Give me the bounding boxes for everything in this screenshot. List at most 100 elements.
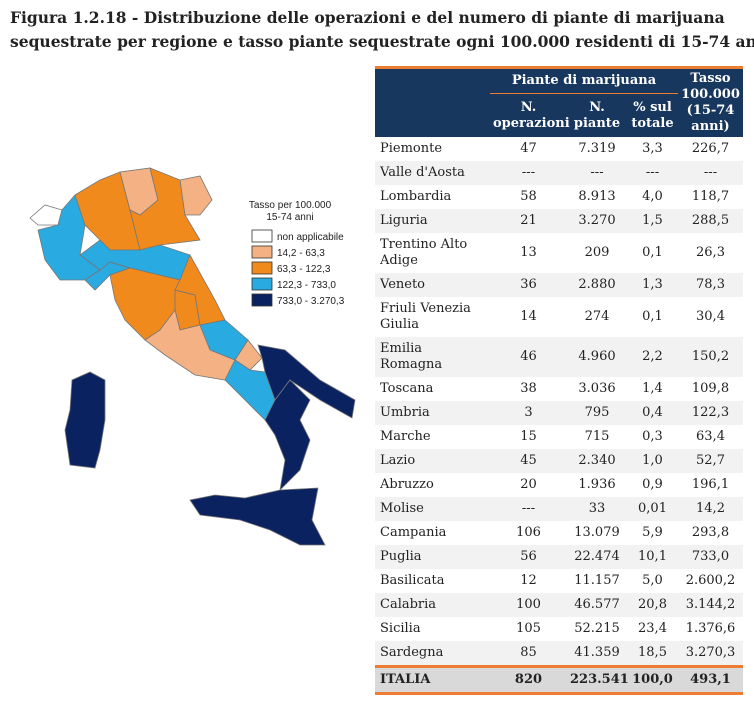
table-row: Puglia 56 22.474 10,1 733,0 <box>375 545 743 569</box>
value-cell: 46.577 <box>567 593 627 617</box>
value-cell: 0,01 <box>627 497 678 521</box>
value-cell: 26,3 <box>696 245 725 260</box>
value-cell: 58 <box>520 189 537 204</box>
region-cell: Sardegna <box>375 641 490 667</box>
value-cell: 18,5 <box>627 641 678 667</box>
value-cell: 13.079 <box>574 525 620 540</box>
region-cell: Puglia <box>375 545 490 569</box>
region-cell: Piemonte <box>380 141 443 156</box>
value-cell: 1,3 <box>627 273 678 297</box>
value-cell: 0,9 <box>642 477 663 492</box>
region-cell: Friuli Venezia Giulia <box>380 301 471 332</box>
value-cell: 715 <box>584 429 610 444</box>
table-row: Basilicata 12 11.157 5,0 2.600,2 <box>375 569 743 593</box>
value-cell: 109,8 <box>691 381 730 396</box>
sardegna <box>64 371 106 469</box>
value-cell: 150,2 <box>678 337 743 377</box>
region-cell: Liguria <box>375 209 490 233</box>
value-cell: 4,0 <box>642 189 663 204</box>
table-row: Sicilia 105 52.215 23,4 1.376,6 <box>375 617 743 641</box>
basilicata-calabria <box>264 379 311 492</box>
header-cell <box>375 66 490 137</box>
value-cell: 11.157 <box>574 573 620 588</box>
legend-title: Tasso per 100.000 <box>249 200 332 211</box>
value-cell: 15 <box>520 429 537 444</box>
legend-title: 15-74 anni <box>266 212 313 223</box>
legend-label: 733,0 - 3.270,3 <box>277 296 345 307</box>
value-cell: 733,0 <box>678 545 743 569</box>
region-cell: Veneto <box>375 273 490 297</box>
value-cell: 8.913 <box>578 189 616 204</box>
value-cell: --- <box>627 161 678 185</box>
map: Tasso per 100.000 15-74 anni non applica… <box>29 167 356 546</box>
legend-swatch <box>251 261 273 275</box>
header-cell: N. piante <box>567 93 627 137</box>
header-group: Piante di marijuana <box>490 65 678 95</box>
value-cell: 14 <box>520 309 537 324</box>
value-cell: 820 <box>490 665 567 695</box>
header-cell: N. operazioni <box>490 93 570 137</box>
table-row: Emilia Romagna 46 4.960 2,2 150,2 <box>375 337 743 377</box>
legend-label: 63,3 - 122,3 <box>277 264 331 275</box>
value-cell: 41.359 <box>567 641 627 667</box>
table-total: ITALIA 820 223.541 100,0 493,1 <box>375 665 743 695</box>
value-cell: 5,0 <box>642 573 663 588</box>
sicilia <box>189 487 326 546</box>
value-cell: 22.474 <box>567 545 627 569</box>
value-cell: 209 <box>584 245 610 260</box>
legend-label: 122,3 - 733,0 <box>277 280 336 291</box>
value-cell: 63,4 <box>696 429 725 444</box>
value-cell: 12 <box>520 573 537 588</box>
table-row: Umbria 3 795 0,4 122,3 <box>375 401 743 425</box>
value-cell: 2.340 <box>567 449 627 473</box>
value-cell: 2,2 <box>627 337 678 377</box>
value-cell: 2.880 <box>567 273 627 297</box>
value-cell: 0,1 <box>642 245 663 260</box>
value-cell: 223.541 <box>567 665 629 695</box>
legend-swatch <box>251 245 273 259</box>
value-cell: 3.036 <box>578 381 616 396</box>
value-cell: 3 <box>490 401 567 425</box>
value-cell: 105 <box>516 621 541 636</box>
value-cell: 274 <box>584 309 610 324</box>
table-row: Sardegna 85 41.359 18,5 3.270,3 <box>375 641 743 667</box>
value-cell: 14,2 <box>678 497 743 521</box>
value-cell: 13 <box>520 245 537 260</box>
regions <box>29 167 356 546</box>
table-row: Toscana 38 3.036 1,4 109,8 <box>375 377 743 401</box>
table-row: Liguria 21 3.270 1,5 288,5 <box>375 209 743 233</box>
table-row: Lombardia 58 8.913 4,0 118,7 <box>375 185 743 209</box>
value-cell: 52.215 <box>574 621 620 636</box>
region-cell: Valle d'Aosta <box>375 161 490 185</box>
value-cell: 3.270,3 <box>678 641 743 667</box>
title-line: Figura 1.2.18 - Distribuzione delle oper… <box>10 8 725 27</box>
table-row: ITALIA 820 223.541 100,0 493,1 <box>375 665 743 695</box>
region-cell: Emilia Romagna <box>375 337 490 377</box>
region-cell: Abruzzo <box>380 477 434 492</box>
region-cell: ITALIA <box>375 665 490 695</box>
value-cell: 1,4 <box>642 381 663 396</box>
region-cell: Sicilia <box>380 621 421 636</box>
region-cell: Marche <box>380 429 431 444</box>
value-cell: 56 <box>490 545 567 569</box>
value-cell: 1,0 <box>627 449 678 473</box>
value-cell: 21 <box>490 209 567 233</box>
value-cell: 1.376,6 <box>685 621 736 636</box>
region-cell: Campania <box>380 525 447 540</box>
value-cell: 0,4 <box>627 401 678 425</box>
value-cell: --- <box>490 161 567 185</box>
table-row: Campania 106 13.079 5,9 293,8 <box>375 521 743 545</box>
value-cell: 30,4 <box>696 309 725 324</box>
title-line: sequestrate per regione e tasso piante s… <box>10 32 754 51</box>
legend-swatch <box>251 277 273 291</box>
region-cell: Lazio <box>375 449 490 473</box>
table-body: Piemonte 47 7.319 3,3 226,7 Valle d'Aosta --- -… <box>375 137 743 667</box>
legend-label: 14,2 - 63,3 <box>277 248 325 259</box>
legend-swatch <box>251 293 273 307</box>
value-cell: 0,3 <box>642 429 663 444</box>
value-cell: 118,7 <box>691 189 730 204</box>
value-cell: 38 <box>520 381 537 396</box>
puglia <box>257 344 356 419</box>
value-cell: 23,4 <box>638 621 667 636</box>
header-cell: Tasso 100.000 (15-74 anni) <box>678 66 743 137</box>
